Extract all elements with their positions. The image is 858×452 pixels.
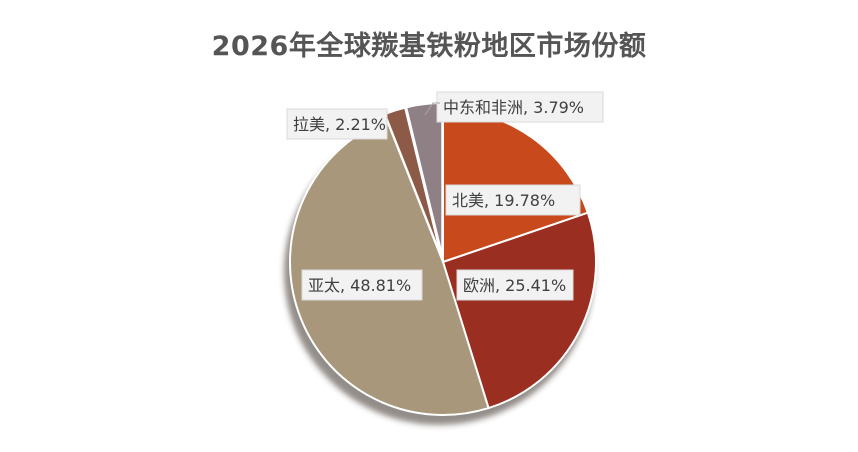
data-label-4: 中东和非洲, 3.79% [436,91,604,123]
chart-title: 2026年全球羰基铁粉地区市场份额 [211,31,647,62]
pie-slice-1 [441,211,597,410]
data-label-box [301,269,423,301]
data-label-text: 欧洲, 25.41% [463,276,566,295]
data-label-0: 北美, 19.78% [445,184,581,216]
data-label-box [445,184,581,216]
leader-line [424,102,440,116]
data-label-text: 北美, 19.78% [452,191,555,210]
data-label-1: 欧洲, 25.41% [456,269,574,301]
data-label-text: 中东和非洲, 3.79% [443,98,584,117]
data-label-3: 拉美, 2.21% [286,108,388,140]
data-label-box [436,91,604,123]
data-label-box [286,108,388,140]
data-label-text: 拉美, 2.21% [293,115,386,134]
pie-slice-2 [288,118,490,416]
data-label-2: 亚太, 48.81% [301,269,423,301]
data-label-text: 亚太, 48.81% [308,276,411,295]
data-label-box [456,269,574,301]
